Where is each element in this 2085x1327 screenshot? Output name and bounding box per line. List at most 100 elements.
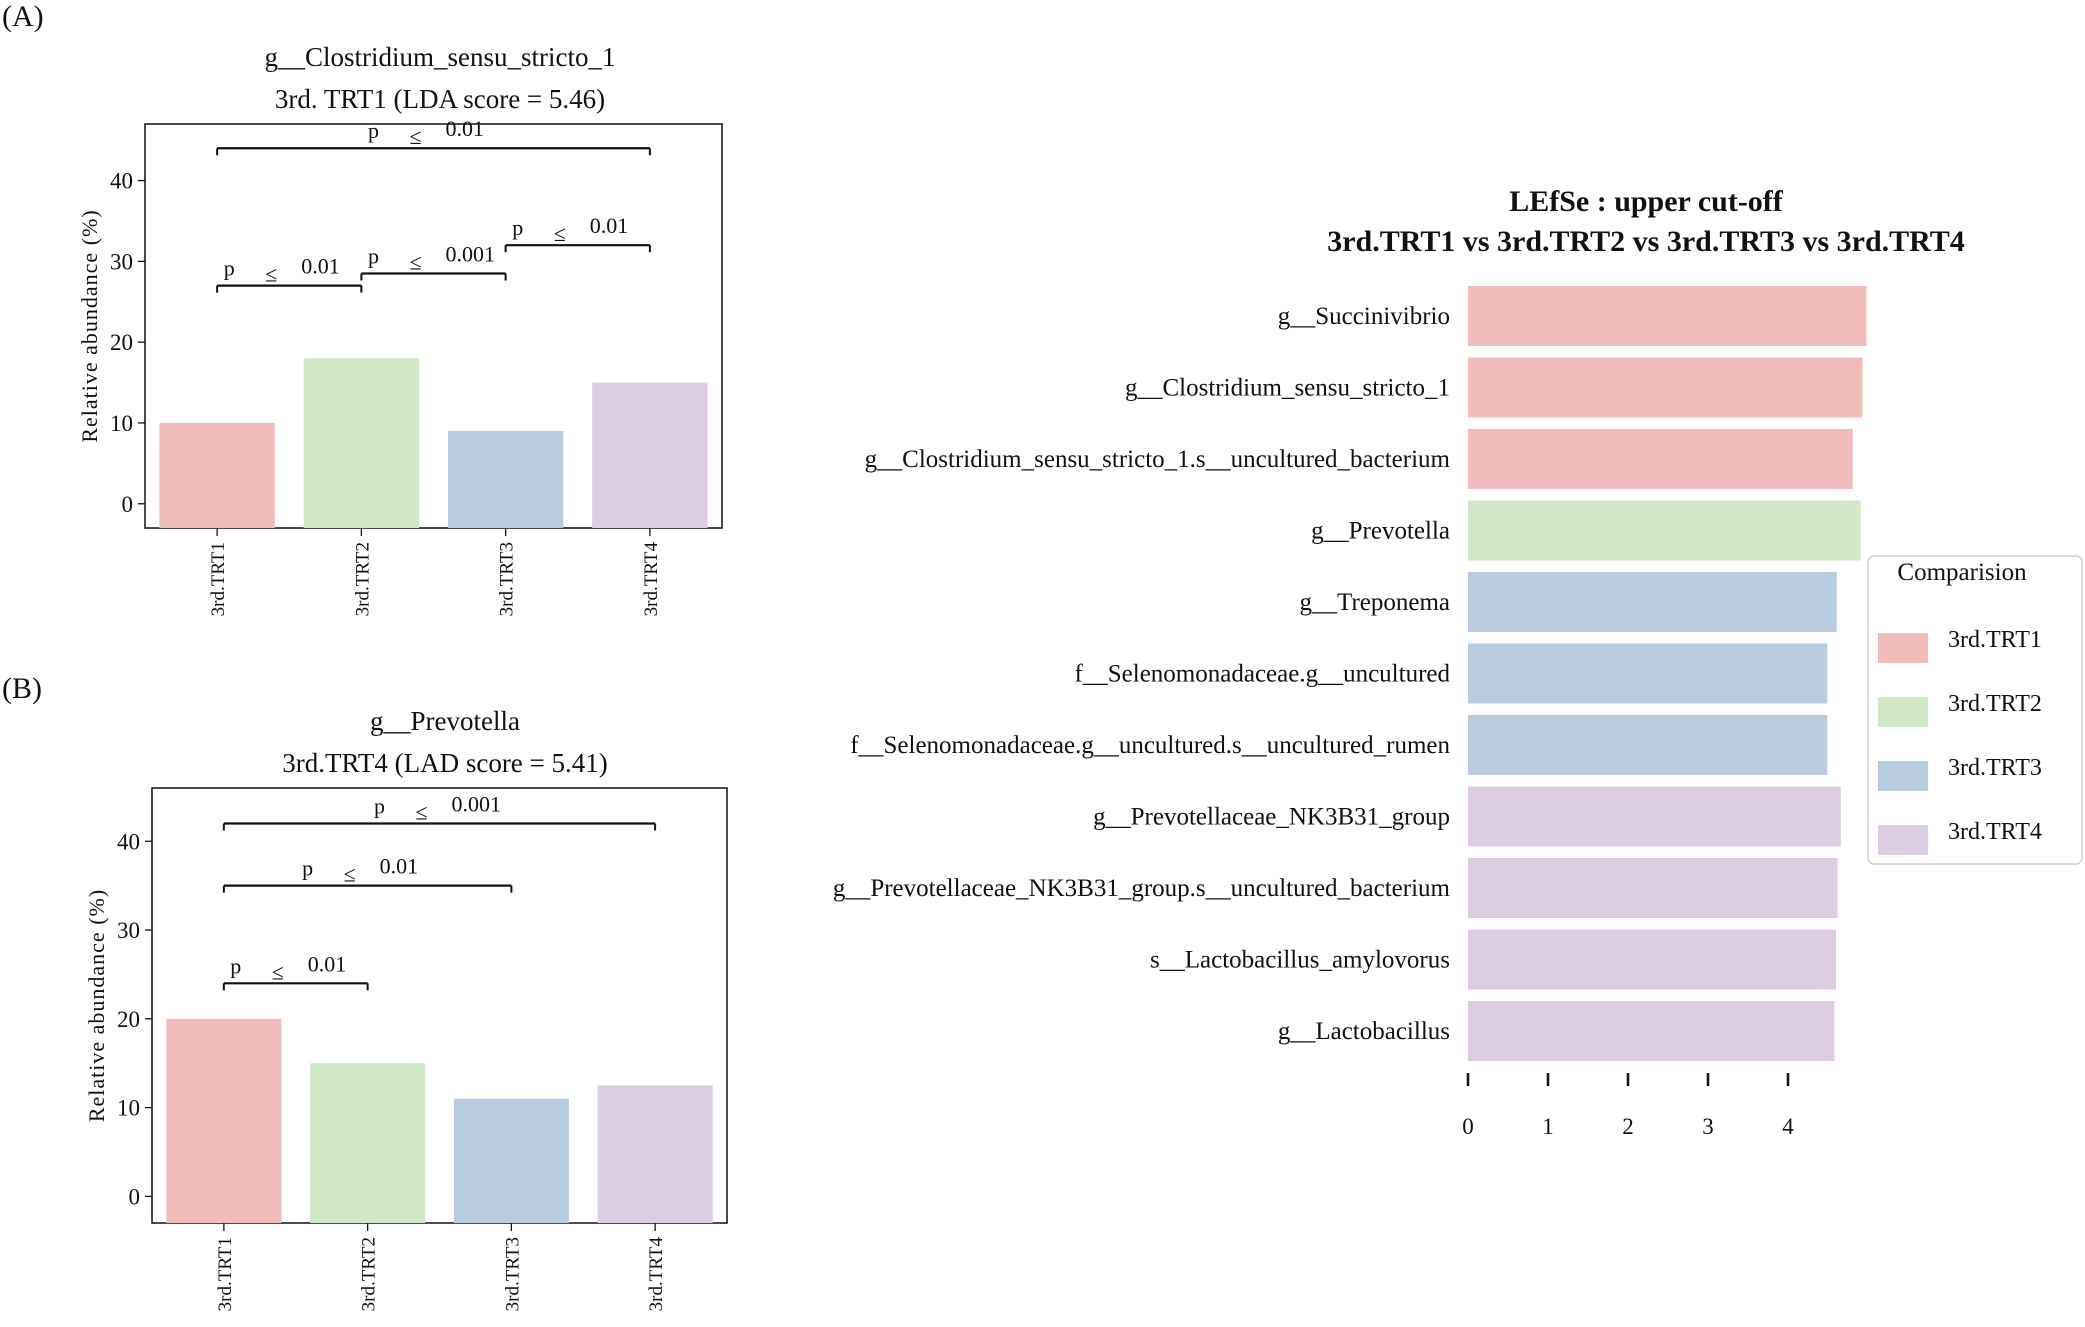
feature-bar	[1468, 786, 1841, 847]
x-tick-label: 3	[1702, 1114, 1714, 1139]
p-operator: ≤	[554, 221, 566, 246]
chart-subtitle: 3rd. TRT1 (LDA score = 5.46)	[275, 84, 605, 114]
p-value: 0.01	[308, 951, 347, 976]
feature-label: g__Treponema	[1300, 589, 1450, 616]
y-tick-label: 20	[110, 330, 133, 355]
bar-3rd.TRT1	[166, 1018, 282, 1223]
feature-bar	[1468, 286, 1867, 346]
y-tick-label: 40	[117, 829, 140, 854]
significance-bracket: p ≤0.001	[360, 241, 507, 281]
significance-bracket: p ≤0.01	[222, 854, 513, 893]
feature-label: g__Prevotellaceae_NK3B31_group.s__uncult…	[833, 875, 1451, 902]
feature-bar	[1468, 929, 1836, 990]
p-value: 0.01	[446, 116, 485, 141]
x-tick-label: 3rd.TRT3	[497, 542, 518, 616]
chart-subtitle: 3rd.TRT1 vs 3rd.TRT2 vs 3rd.TRT3 vs 3rd.…	[1327, 225, 1965, 258]
x-tick-label: 3rd.TRT1	[208, 542, 229, 616]
chart-title: g__Clostridium_sensu_stricto_1	[265, 42, 616, 72]
p-value: 0.01	[301, 254, 340, 279]
significance-bracket: p ≤0.01	[222, 951, 369, 991]
feature-bar	[1468, 357, 1863, 418]
x-tick-label: 3rd.TRT3	[502, 1237, 523, 1311]
feature-label: g__Prevotellaceae_NK3B31_group	[1093, 804, 1450, 831]
lefse-bar-chart: LEfSe : upper cut-off 3rd.TRT1 vs 3rd.TRT…	[833, 185, 2083, 1139]
bar-3rd.TRT4	[592, 382, 708, 528]
x-tick-label: 1	[1542, 1114, 1554, 1139]
p-operator: ≤	[265, 262, 277, 287]
p-symbol: p	[512, 215, 523, 240]
legend-title: Comparision	[1897, 559, 2027, 586]
legend-label: 3rd.TRT1	[1948, 627, 2042, 653]
significance-bracket: p ≤0.01	[504, 213, 651, 253]
y-tick-label: 20	[117, 1007, 140, 1032]
y-tick-label: 10	[117, 1096, 140, 1121]
y-tick-label: 30	[117, 918, 140, 943]
feature-label: g__Clostridium_sensu_stricto_1.s__uncult…	[865, 446, 1451, 473]
feature-label: g__Lactobacillus	[1278, 1018, 1450, 1045]
chart-title: g__Prevotella	[370, 706, 520, 736]
chart-subtitle: 3rd.TRT4 (LAD score = 5.41)	[282, 748, 608, 778]
p-operator: ≤	[409, 124, 421, 149]
x-tick-label: 4	[1782, 1114, 1794, 1139]
p-value: 0.01	[590, 213, 629, 238]
y-tick-label: 10	[110, 411, 133, 436]
feature-label: g__Succinivibrio	[1278, 303, 1450, 330]
panel-label: (A)	[2, 0, 44, 33]
legend-swatch	[1878, 825, 1928, 855]
p-operator: ≤	[415, 800, 427, 825]
panel-label: (B)	[2, 672, 42, 705]
legend-label: 3rd.TRT4	[1948, 819, 2042, 845]
legend-label: 3rd.TRT3	[1948, 755, 2042, 781]
p-operator: ≤	[344, 862, 356, 887]
significance-bracket: p ≤0.001	[222, 792, 657, 831]
p-symbol: p	[374, 794, 385, 819]
bar-3rd.TRT2	[310, 1063, 426, 1223]
x-tick-label: 2	[1622, 1114, 1634, 1139]
p-value: 0.01	[380, 854, 419, 879]
panel-a-bar-chart: (A) g__Clostridium_sensu_stricto_1 3rd. TR…	[2, 0, 723, 616]
y-tick-label: 40	[110, 169, 133, 194]
x-tick-label: 3rd.TRT4	[646, 1237, 667, 1312]
p-symbol: p	[230, 953, 241, 978]
y-axis-label: Relative abundance (%)	[77, 209, 102, 442]
feature-bar	[1468, 500, 1861, 561]
feature-bar	[1468, 1001, 1835, 1061]
feature-bar	[1468, 858, 1838, 918]
y-tick-label: 0	[129, 1184, 141, 1209]
feature-label: f__Selenomonadaceae.g__uncultured	[1074, 661, 1450, 688]
bar-3rd.TRT3	[447, 431, 564, 528]
x-tick-label: 3rd.TRT1	[215, 1237, 236, 1311]
p-symbol: p	[302, 856, 313, 881]
legend-swatch	[1878, 633, 1928, 663]
feature-label: g__Prevotella	[1311, 518, 1450, 545]
bar-3rd.TRT1	[159, 422, 275, 528]
feature-label: g__Clostridium_sensu_stricto_1	[1125, 375, 1450, 402]
bar-3rd.TRT3	[453, 1098, 569, 1223]
bar-3rd.TRT2	[303, 358, 420, 528]
p-value: 0.001	[446, 241, 496, 266]
p-symbol: p	[368, 118, 379, 143]
p-value: 0.001	[452, 792, 502, 817]
feature-label: f__Selenomonadaceae.g__uncultured.s__unc…	[850, 732, 1450, 759]
p-operator: ≤	[272, 959, 284, 984]
feature-bar	[1468, 572, 1837, 632]
feature-label: s__Lactobacillus_amylovorus	[1150, 947, 1450, 974]
significance-bracket: p ≤0.01	[216, 116, 651, 156]
p-symbol: p	[224, 256, 235, 281]
significance-bracket: p ≤0.01	[216, 254, 363, 293]
feature-bar	[1468, 643, 1828, 704]
x-tick-label: 3rd.TRT2	[359, 1237, 380, 1311]
p-operator: ≤	[409, 249, 421, 274]
legend-swatch	[1878, 697, 1928, 727]
legend-swatch	[1878, 761, 1928, 791]
p-symbol: p	[368, 243, 379, 268]
y-axis-label: Relative abundance (%)	[84, 889, 109, 1122]
plot-frame	[151, 787, 728, 1224]
panel-b-bar-chart: (B) g__Prevotella 3rd.TRT4 (LAD score = 5.…	[2, 672, 728, 1312]
feature-bar	[1468, 429, 1853, 489]
legend: Comparision 3rd.TRT1 3rd.TRT2 3rd.TRT3 3rd.T…	[1867, 555, 2083, 865]
bar-3rd.TRT4	[597, 1085, 713, 1223]
legend-label: 3rd.TRT2	[1948, 691, 2042, 717]
x-tick-label: 3rd.TRT2	[352, 542, 373, 616]
